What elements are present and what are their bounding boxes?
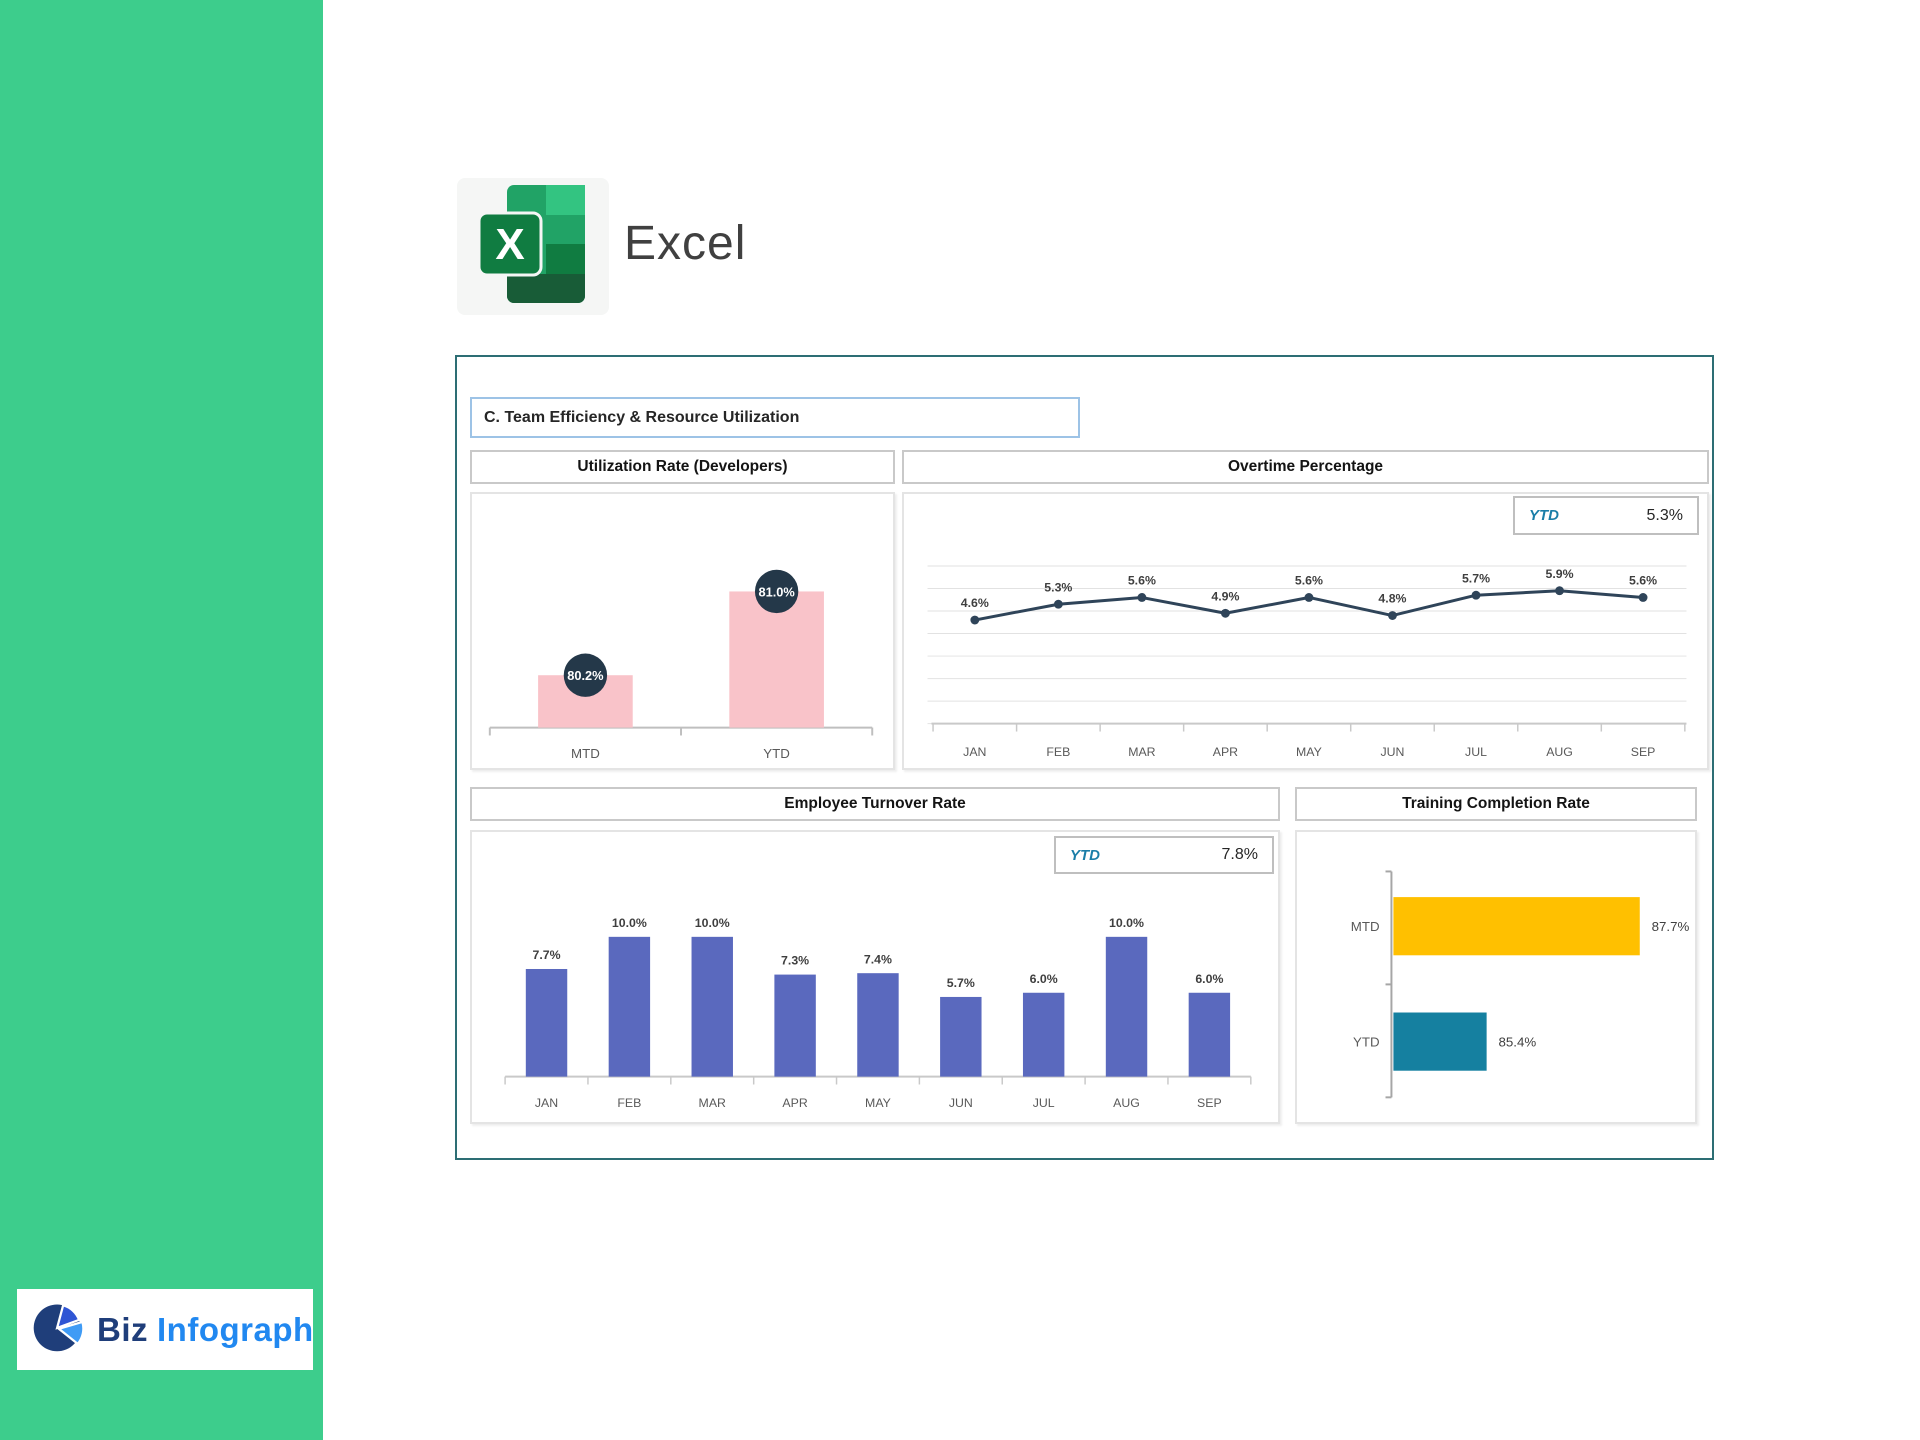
svg-text:MTD: MTD	[1351, 919, 1380, 934]
utilization-rate-chart-canvas: 80.2% MTD 81.0% YTD	[488, 569, 874, 761]
svg-text:4.9%: 4.9%	[1211, 589, 1239, 603]
svg-text:JUL: JUL	[1033, 1096, 1055, 1110]
svg-text:AUG: AUG	[1113, 1096, 1140, 1110]
svg-text:SEP: SEP	[1197, 1096, 1222, 1110]
svg-text:MAR: MAR	[1128, 745, 1155, 759]
svg-text:MAY: MAY	[865, 1096, 891, 1110]
employee-turnover-chart-canvas: 7.7% JAN 10.0% FEB 10.0% MAR 7.3% APR 7.4% MAY 5.7…	[504, 916, 1252, 1110]
svg-text:JUN: JUN	[1381, 745, 1405, 759]
svg-text:FEB: FEB	[1046, 745, 1070, 759]
chart-title-employee-turnover: Employee Turnover Rate	[470, 787, 1280, 821]
employee-turnover-chart[interactable]: 7.7% JAN 10.0% FEB 10.0% MAR 7.3% APR 7.4% MAY 5.7…	[470, 830, 1280, 1124]
svg-text:5.7%: 5.7%	[1462, 571, 1490, 585]
brand-logo: Biz Infograph	[17, 1289, 313, 1370]
section-title-box[interactable]: C. Team Efficiency & Resource Utilizatio…	[470, 397, 1080, 438]
svg-text:JUL: JUL	[1465, 745, 1487, 759]
svg-text:7.7%: 7.7%	[532, 948, 560, 962]
svg-text:6.0%: 6.0%	[1195, 972, 1223, 986]
brand-text-secondary: Infograph	[157, 1310, 314, 1348]
svg-text:YTD: YTD	[1353, 1035, 1380, 1050]
svg-text:81.0%: 81.0%	[758, 584, 795, 599]
svg-text:JUN: JUN	[949, 1096, 973, 1110]
svg-text:5.7%: 5.7%	[947, 976, 975, 990]
sidebar-accent-panel	[0, 0, 323, 1440]
training-completion-chart[interactable]: 87.7% MTD 85.4% YTD	[1295, 830, 1697, 1124]
svg-text:85.4%: 85.4%	[1498, 1035, 1536, 1050]
svg-text:5.3%: 5.3%	[1044, 580, 1072, 594]
svg-text:87.7%: 87.7%	[1652, 919, 1690, 934]
overtime-ytd-label: YTD	[1529, 507, 1559, 524]
svg-text:4.6%: 4.6%	[961, 596, 989, 610]
svg-text:APR: APR	[782, 1096, 807, 1110]
turnover-ytd-label: YTD	[1070, 846, 1100, 864]
svg-text:7.3%: 7.3%	[781, 954, 809, 968]
svg-text:5.6%: 5.6%	[1295, 574, 1323, 588]
chart-title-utilization-rate: Utilization Rate (Developers)	[470, 450, 895, 484]
svg-text:10.0%: 10.0%	[1109, 916, 1144, 930]
svg-text:MAR: MAR	[699, 1096, 726, 1110]
svg-text:7.4%: 7.4%	[864, 952, 892, 966]
svg-text:5.6%: 5.6%	[1128, 574, 1156, 588]
svg-text:SEP: SEP	[1631, 745, 1656, 759]
excel-icon: X	[477, 183, 589, 310]
svg-text:AUG: AUG	[1546, 745, 1573, 759]
turnover-ytd-value: 7.8%	[1221, 846, 1258, 863]
section-title: C. Team Efficiency & Resource Utilizatio…	[484, 408, 800, 426]
overtime-percentage-chart[interactable]: 4.6% JAN 5.3% FEB 5.6% MAR 4.9% APR 5.6% MAY 4.8% J…	[902, 492, 1709, 770]
chart-title-overtime-percentage: Overtime Percentage	[902, 450, 1709, 484]
turnover-ytd-kpi-box: YTD 7.8%	[1054, 836, 1274, 874]
svg-text:X: X	[495, 220, 524, 269]
svg-text:JAN: JAN	[535, 1096, 558, 1110]
svg-text:10.0%: 10.0%	[695, 916, 730, 930]
svg-text:5.9%: 5.9%	[1546, 567, 1574, 581]
svg-text:80.2%: 80.2%	[567, 668, 604, 683]
svg-text:MAY: MAY	[1296, 745, 1322, 759]
chart-title-training-completion: Training Completion Rate	[1295, 787, 1697, 821]
svg-text:YTD: YTD	[763, 746, 790, 761]
training-completion-chart-canvas: 87.7% MTD 85.4% YTD	[1351, 870, 1690, 1099]
svg-text:FEB: FEB	[617, 1096, 641, 1110]
svg-text:JAN: JAN	[963, 745, 986, 759]
svg-text:10.0%: 10.0%	[612, 916, 647, 930]
app-title: Excel	[624, 217, 747, 270]
excel-app-card: X	[457, 178, 609, 315]
svg-text:5.6%: 5.6%	[1629, 574, 1657, 588]
overtime-ytd-kpi-box: YTD 5.3%	[1513, 496, 1699, 535]
svg-text:6.0%: 6.0%	[1030, 972, 1058, 986]
brand-text-primary: Biz	[97, 1310, 148, 1348]
utilization-rate-chart[interactable]: 80.2% MTD 81.0% YTD	[470, 492, 895, 770]
dashboard-panel: C. Team Efficiency & Resource Utilizatio…	[455, 355, 1714, 1160]
svg-text:MTD: MTD	[571, 746, 600, 761]
svg-text:APR: APR	[1213, 745, 1238, 759]
overtime-ytd-value: 5.3%	[1646, 506, 1683, 524]
pie-chart-icon	[31, 1300, 85, 1359]
overtime-percentage-chart-canvas: 4.6% JAN 5.3% FEB 5.6% MAR 4.9% APR 5.6% MAY 4.8% J…	[927, 565, 1687, 759]
svg-text:4.8%: 4.8%	[1378, 592, 1406, 606]
